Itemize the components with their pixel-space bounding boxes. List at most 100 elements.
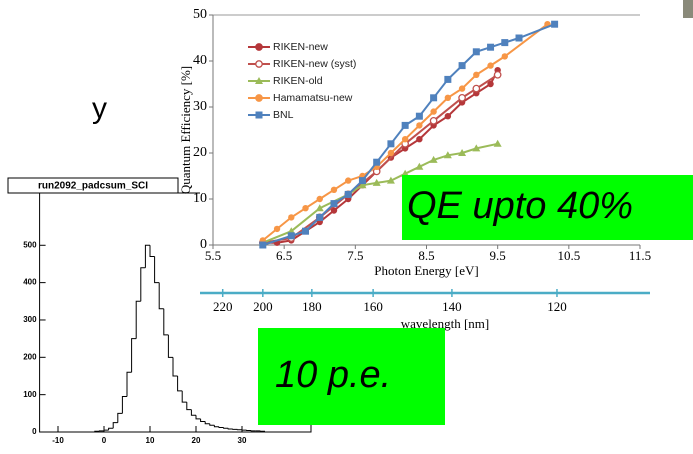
histogram-bin	[121, 396, 127, 414]
x-tick-label: 7.5	[347, 248, 363, 263]
data-point	[358, 181, 367, 189]
histogram-bin	[186, 402, 192, 411]
x-tick-label: 0	[102, 436, 107, 445]
y-tick-label: 200	[23, 352, 37, 361]
wavelength-tick-label: 140	[442, 299, 462, 314]
x-tick-label: 10.5	[557, 248, 580, 263]
x-tick-label: 30	[238, 436, 247, 445]
y-tick-label: 400	[23, 278, 37, 287]
data-point	[430, 108, 437, 115]
wavelength-tick-label: 120	[547, 299, 567, 314]
x-tick-label: 20	[192, 436, 201, 445]
histogram-bin	[135, 300, 141, 339]
y-tick-label: 50	[193, 7, 207, 22]
data-point	[273, 225, 281, 233]
data-point	[458, 85, 466, 92]
qe-chart-background	[200, 0, 680, 340]
data-point	[487, 62, 494, 69]
wavelength-tick-label: 160	[363, 299, 383, 314]
overlay-text: QE upto 40%	[407, 185, 633, 227]
histogram-bin	[103, 429, 109, 431]
histogram-bin	[117, 412, 123, 423]
data-point	[401, 136, 409, 143]
data-point	[416, 122, 423, 129]
data-point	[330, 200, 338, 208]
data-point	[259, 241, 267, 249]
data-point	[372, 178, 381, 186]
data-point	[429, 155, 438, 163]
highlight-box	[402, 175, 693, 240]
legend-marker	[255, 43, 263, 51]
histogram-bin	[223, 427, 229, 429]
data-point	[287, 232, 295, 240]
histogram-bin	[163, 308, 169, 336]
data-point	[487, 80, 494, 88]
y-tick-label: 0	[200, 237, 207, 252]
y-tick-label: 20	[193, 145, 207, 160]
data-point	[415, 112, 423, 120]
data-point	[330, 207, 338, 214]
data-point	[386, 176, 395, 184]
data-point	[316, 195, 323, 203]
legend-marker	[255, 60, 263, 68]
data-point	[315, 204, 324, 212]
histogram-bin	[204, 421, 210, 425]
histogram-bin	[144, 244, 150, 268]
data-point	[458, 62, 466, 70]
data-point	[345, 177, 352, 184]
legend-marker	[255, 111, 263, 119]
legend-label: RIKEN-new	[273, 41, 328, 53]
title-box	[7, 177, 179, 194]
histogram-bin	[181, 390, 187, 403]
histogram-bin	[227, 428, 233, 430]
y-tick-label: 10	[193, 191, 207, 206]
legend-label: RIKEN-new (syst)	[273, 58, 356, 70]
data-point	[401, 121, 409, 129]
histogram-bin	[94, 430, 100, 432]
histogram-bin	[213, 425, 219, 428]
data-point	[472, 144, 481, 152]
histogram-bin	[126, 371, 132, 397]
data-point	[288, 214, 295, 221]
legend-marker	[255, 77, 263, 84]
y-tick-label: 300	[23, 315, 37, 324]
data-point	[302, 205, 309, 212]
data-point	[416, 136, 423, 143]
legend-label: BNL	[273, 109, 294, 121]
image-fragment	[683, 0, 693, 18]
data-point	[501, 39, 509, 47]
x-tick-label: 9.5	[490, 248, 506, 263]
data-point	[358, 177, 366, 185]
histogram-bin	[167, 334, 173, 358]
wavelength-axis-label: wavelength [nm]	[401, 316, 489, 331]
data-point	[487, 43, 495, 51]
histogram-bin	[209, 423, 215, 426]
x-tick-label: -10	[52, 436, 64, 445]
data-point	[473, 71, 480, 79]
slide-text-fragment: y	[92, 92, 107, 125]
y-axis-label: Quantum Efficiency [%]	[178, 66, 193, 194]
data-point	[444, 75, 452, 83]
data-point	[515, 34, 523, 42]
qe-chart: 0 10 20 30 40 50 5.5 6.5 7.5 8.5 9.5 10.5 11.5 Photon…	[178, 7, 651, 331]
x-tick-label: 6.5	[276, 248, 292, 263]
data-point	[344, 190, 352, 198]
histogram-bin	[218, 426, 224, 429]
data-point	[444, 113, 452, 120]
data-point	[387, 149, 395, 157]
histogram-bin	[131, 338, 137, 373]
data-point	[501, 53, 508, 60]
histogram-bin	[195, 415, 201, 420]
y-tick-label: 40	[193, 53, 207, 68]
y-tick-label: 500	[23, 240, 37, 249]
data-point	[387, 140, 395, 148]
histogram-bin	[190, 409, 196, 416]
data-point	[444, 94, 452, 102]
x-axis-label: Photon Energy [eV]	[374, 263, 478, 278]
wavelength-tick-label: 200	[253, 299, 273, 314]
y-tick-label: 0	[32, 427, 37, 436]
legend-label: RIKEN-old	[273, 75, 323, 87]
data-point	[401, 169, 410, 177]
